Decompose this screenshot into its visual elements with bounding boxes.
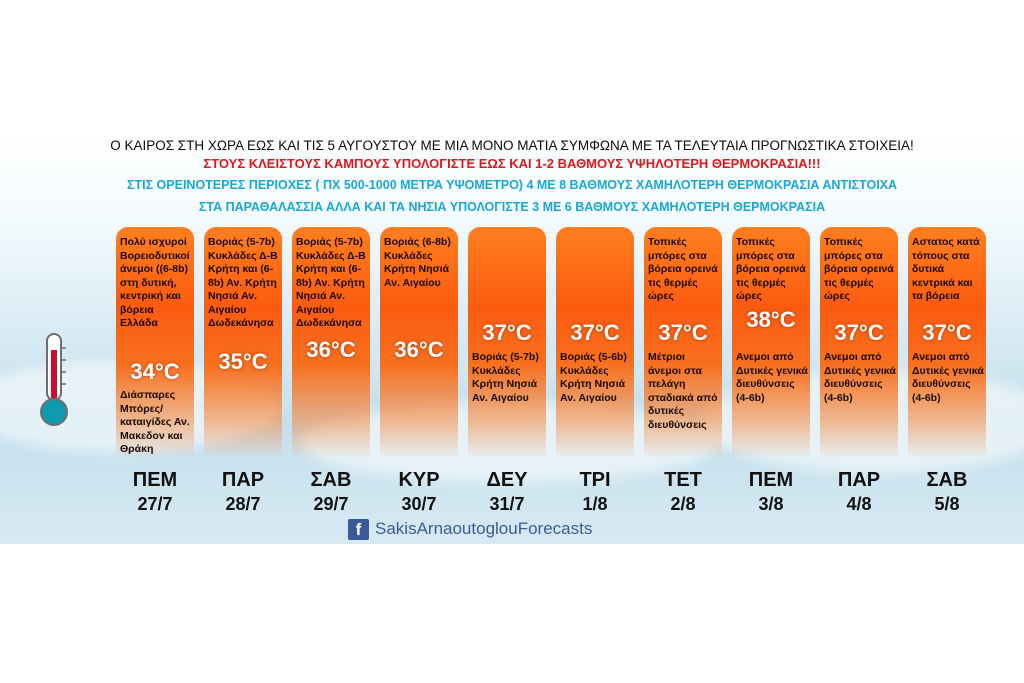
day-date: 4/8 [846, 494, 872, 514]
wind-note: Βοριάς (6-8b) Κυκλάδες Κρήτη Νησιά Αν. Α… [384, 236, 451, 289]
facebook-icon: f [348, 518, 369, 540]
day-column: Βοριάς (5-7b) Κυκλάδες Δ-Β Κρήτη και (6-… [292, 227, 370, 457]
weather-note: Τοπικές μπόρες στα βόρεια ορεινά τις θερ… [648, 236, 718, 302]
note-coast: ΣΤΑ ΠΑΡΑΘΑΛΑΣΣΙΑ ΑΛΛΑ ΚΑΙ ΤΑ ΝΗΣΙΑ ΥΠΟΛΟ… [198, 200, 826, 214]
wind-note: Μέτριοι άνεμοι στα πελάγη σταδιακά από δ… [648, 351, 718, 431]
day-date: 2/8 [670, 494, 696, 514]
day-column: Τοπικές μπόρες στα βόρεια ορεινά τις θερ… [732, 227, 810, 457]
day-name: ΠΑΡ [837, 469, 881, 491]
day-date: 30/7 [401, 494, 437, 514]
day-date: 27/7 [137, 494, 173, 514]
temperature: 37°C [658, 320, 708, 345]
day-column: Βοριάς (6-8b) Κυκλάδες Κρήτη Νησιά Αν. Α… [380, 227, 458, 457]
weather-note: Αστατος κατά τόπους στα δυτικά κεντρικά … [912, 236, 980, 302]
day-column: Τοπικές μπόρες στα βόρεια ορεινά τις θερ… [644, 227, 722, 457]
temperature: 35°C [218, 349, 268, 374]
day-column: Αστατος κατά τόπους στα δυτικά κεντρικά … [908, 227, 986, 457]
day-name: ΤΡΙ [579, 469, 611, 491]
day-name: ΤΕΤ [664, 469, 702, 491]
day-column: Πολύ ισχυροί Βορειοδυτικοί άνεμοι ((6-8b… [116, 227, 194, 457]
wind-note: Βοριάς (5-6b) Κυκλάδες Κρήτη Νησιά Αν. Α… [560, 351, 627, 404]
day-column: 37°C Βοριάς (5-6b) Κυκλάδες Κρήτη Νησιά … [556, 227, 634, 457]
facebook-handle: SakisArnaoutoglouForecasts [375, 519, 593, 538]
day-name: ΚΥΡ [398, 469, 440, 491]
temperature: 36°C [306, 337, 356, 362]
temperature: 37°C [570, 320, 620, 345]
weather-note: Διάσπαρες Μπόρες/ καταιγίδες Αν. Μακεδον… [120, 389, 190, 455]
day-name: ΔΕΥ [486, 469, 528, 491]
day-date: 1/8 [582, 494, 608, 514]
thermometer-icon [40, 333, 68, 426]
day-column: 37°C Βοριάς (5-7b) Κυκλάδες Κρήτη Νησιά … [468, 227, 546, 457]
wind-note: Βοριάς (5-7b) Κυκλάδες Δ-Β Κρήτη και (6-… [208, 236, 278, 329]
temperature: 37°C [834, 320, 884, 345]
day-name: ΠΑΡ [221, 469, 265, 491]
forecast-panel: Ο ΚΑΙΡΟΣ ΣΤΗ ΧΩΡΑ ΕΩΣ ΚΑΙ ΤΙΣ 5 ΑΥΓΟΥΣΤΟ… [0, 132, 1024, 544]
day-column: Τοπικές μπόρες στα βόρεια ορεινά τις θερ… [820, 227, 898, 457]
day-name: ΣΑΒ [310, 469, 352, 491]
temperature: 34°C [130, 359, 180, 384]
weather-note: Τοπικές μπόρες στα βόρεια ορεινά τις θερ… [736, 236, 806, 302]
day-date: 3/8 [758, 494, 784, 514]
temperature: 38°C [746, 307, 796, 332]
day-name: ΠΕΜ [748, 469, 794, 491]
day-name: ΠΕΜ [132, 469, 178, 491]
temperature: 37°C [482, 320, 532, 345]
temperature: 37°C [922, 320, 972, 345]
note-mountains: ΣΤΙΣ ΟΡΕΙΝΟΤΕΡΕΣ ΠΕΡΙΟΧΕΣ ( ΠΧ 500-1000 … [126, 178, 898, 192]
wind-note: Βοριάς (5-7b) Κυκλάδες Δ-Β Κρήτη και (6-… [296, 236, 366, 329]
warning-plains: ΣΤΟΥΣ ΚΛΕΙΣΤΟΥΣ ΚΑΜΠΟΥΣ ΥΠΟΛΟΓΙΣΤΕ ΕΩΣ Κ… [203, 156, 821, 171]
weather-note: Τοπικές μπόρες στα βόρεια ορεινά τις θερ… [824, 236, 894, 302]
wind-note: Βοριάς (5-7b) Κυκλάδες Κρήτη Νησιά Αν. Α… [472, 351, 539, 404]
wind-note: Ανεμοι από Δυτικές γενικά διευθύνσεις (4… [736, 351, 808, 404]
day-name: ΣΑΒ [926, 469, 968, 491]
day-column: Βοριάς (5-7b) Κυκλάδες Δ-Β Κρήτη και (6-… [204, 227, 282, 457]
day-date: 29/7 [313, 494, 349, 514]
day-date: 28/7 [225, 494, 261, 514]
temperature: 36°C [394, 337, 444, 362]
day-date: 5/8 [934, 494, 960, 514]
headline: Ο ΚΑΙΡΟΣ ΣΤΗ ΧΩΡΑ ΕΩΣ ΚΑΙ ΤΙΣ 5 ΑΥΓΟΥΣΤΟ… [110, 138, 914, 153]
day-date: 31/7 [489, 494, 525, 514]
wind-note: Ανεμοι από Δυτικές γενικά διευθύνσεις (4… [824, 351, 896, 404]
wind-note: Ανεμοι από Δυτικές γενικά διευθύνσεις (4… [912, 351, 984, 404]
facebook-credit[interactable]: f SakisArnaoutoglouForecasts [348, 516, 592, 542]
wind-note: Πολύ ισχυροί Βορειοδυτικοί άνεμοι ((6-8b… [120, 236, 190, 329]
